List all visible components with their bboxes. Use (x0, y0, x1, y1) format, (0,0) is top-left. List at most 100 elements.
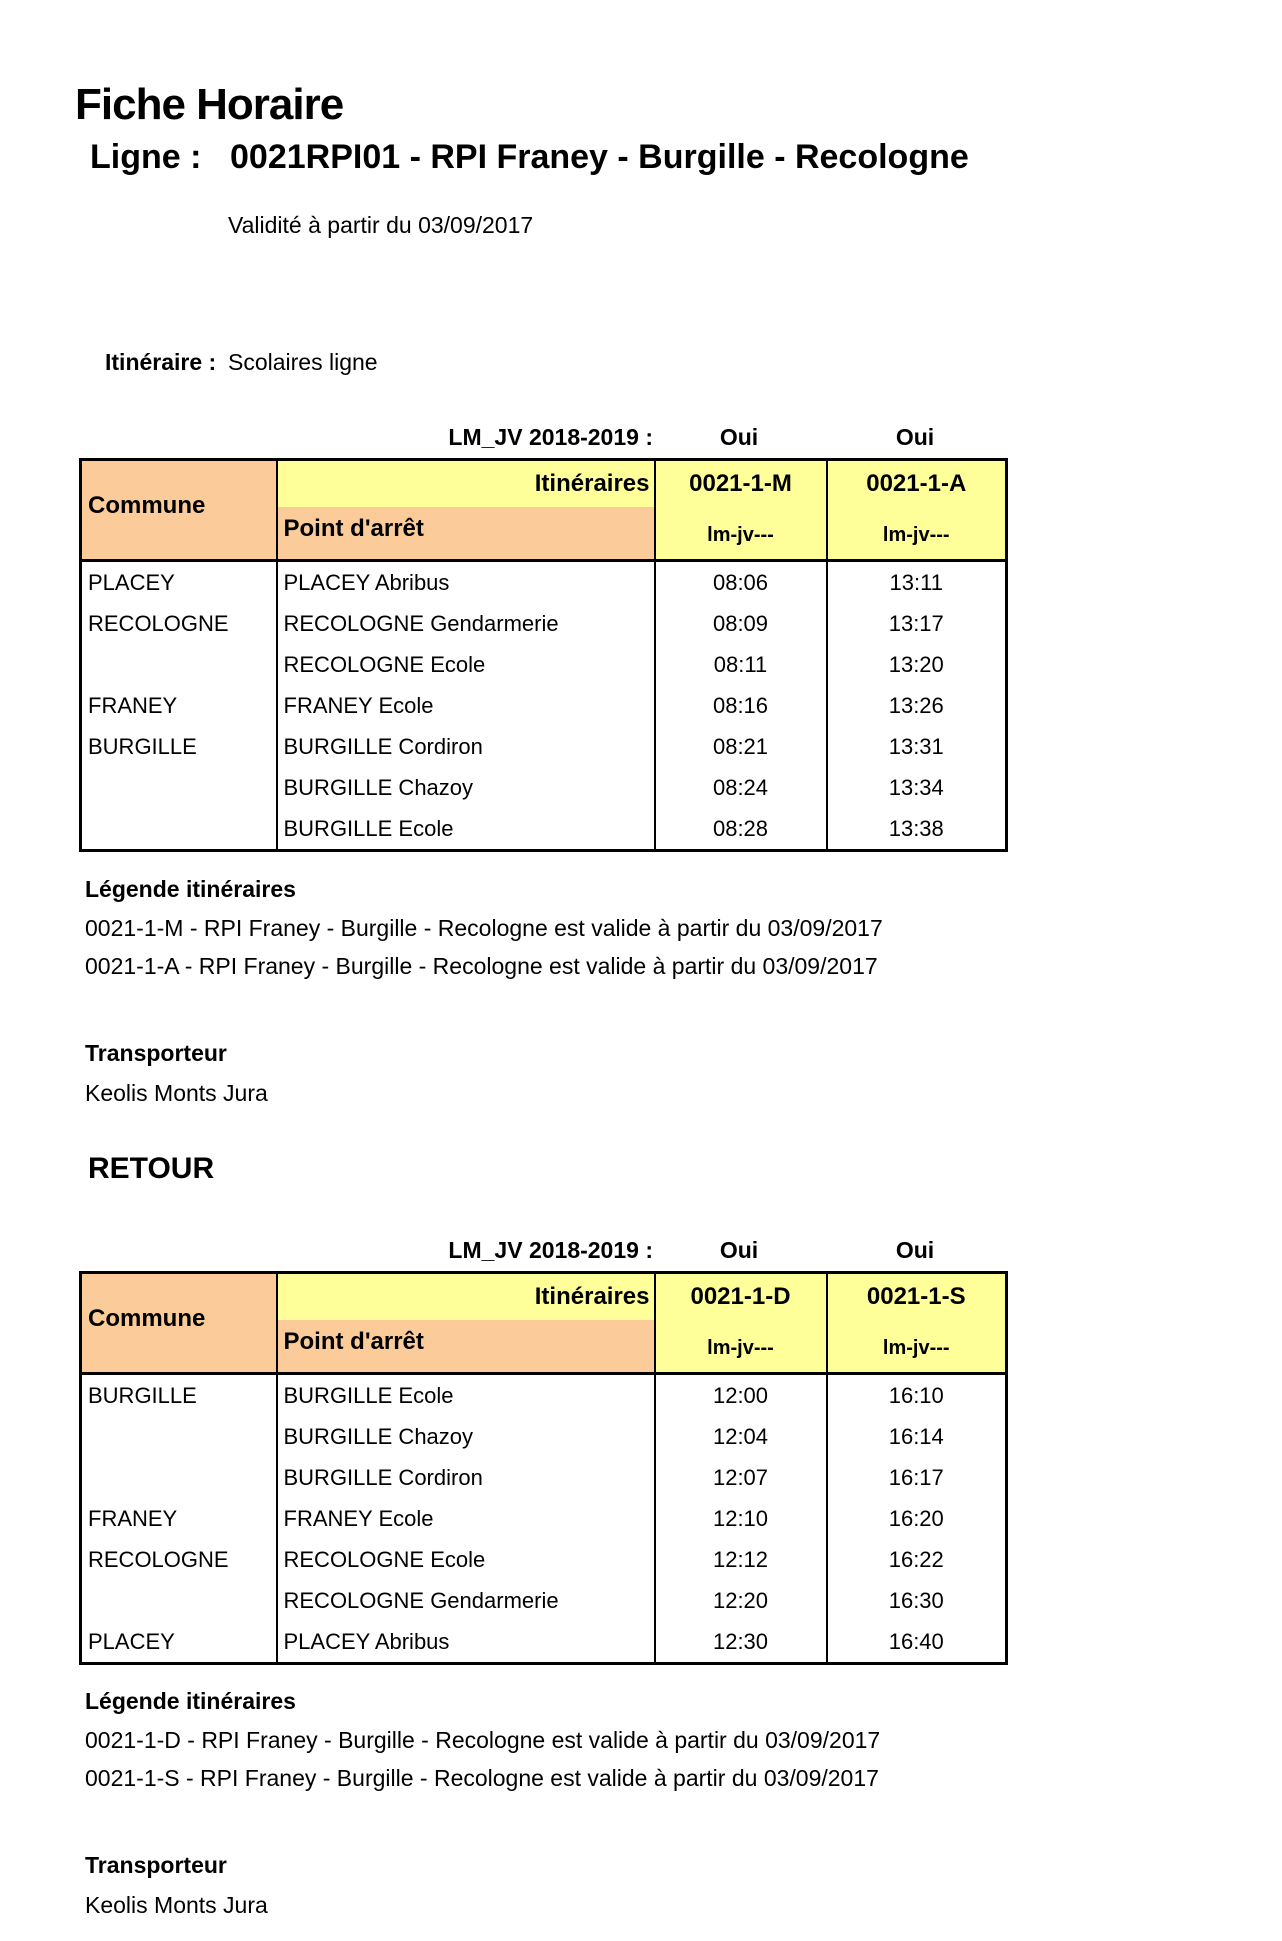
time-cell: 08:16 (653, 685, 827, 726)
timetable-row: FRANEY FRANEY Ecole 08:16 13:26 (81, 685, 1007, 726)
time-cell: 12:30 (653, 1621, 827, 1664)
stop-cell: RECOLOGNE Gendarmerie (275, 603, 655, 644)
time-cell: 12:12 (653, 1539, 827, 1580)
stop-cell: PLACEY Abribus (275, 560, 655, 603)
legend-line: 0021-1-M - RPI Franey - Burgille - Recol… (85, 915, 883, 941)
time-cell: 16:20 (825, 1498, 1007, 1539)
timetable-row: PLACEY PLACEY Abribus 12:30 16:40 (81, 1621, 1007, 1664)
commune-cell (81, 1457, 277, 1498)
commune-header-cell: Commune (80, 1272, 277, 1375)
commune-cell: FRANEY (88, 692, 178, 718)
commune-cell: PLACEY (88, 569, 175, 595)
time-cell: 12:04 (653, 1416, 827, 1457)
header-row-stops: Point d'arrêt lm-jv--- lm-jv--- (81, 507, 1007, 562)
itinerary-value: Scolaires ligne (228, 349, 378, 375)
time-cell: 13:17 (825, 603, 1007, 644)
time-cell: 12:20 (653, 1580, 827, 1621)
page-title: Fiche Horaire (75, 80, 344, 129)
commune-cell: RECOLOGNE (88, 610, 229, 636)
line-row: Ligne : 0021RPI01 - RPI Franey - Burgille… (90, 138, 969, 177)
timetable-row: BURGILLE Cordiron 12:07 16:17 (81, 1457, 1007, 1498)
stop-cell: RECOLOGNE Ecole (275, 644, 655, 685)
timetable-row: BURGILLE Chazoy 12:04 16:14 (81, 1416, 1007, 1457)
route-code-cell: 0021-1-S (825, 1272, 1007, 1320)
legend-heading: Légende itinéraires (85, 876, 296, 902)
itinerary-row: Itinéraire : Scolaires ligne (105, 349, 378, 376)
stop-cell: BURGILLE Ecole (275, 1373, 655, 1416)
stop-cell: BURGILLE Chazoy (275, 767, 655, 808)
retour-section-heading: RETOUR (88, 1152, 215, 1185)
time-cell: 16:40 (825, 1621, 1007, 1664)
header-row-itineraires: Commune Itinéraires 0021-1-D 0021-1-S (80, 1272, 1007, 1375)
stop-cell: BURGILLE Chazoy (275, 1416, 655, 1457)
time-cell: 16:30 (825, 1580, 1007, 1621)
stop-cell: RECOLOGNE Gendarmerie (275, 1580, 655, 1621)
route-code-cell: 0021-1-M (653, 459, 827, 507)
day-pattern-cell: lm-jv--- (653, 507, 827, 562)
time-cell: 13:34 (825, 767, 1007, 808)
header-row-itineraires: Commune Itinéraires 0021-1-M 0021-1-A (80, 459, 1007, 562)
stop-cell: BURGILLE Cordiron (275, 1457, 655, 1498)
line-value: 0021RPI01 - RPI Franey - Burgille - Reco… (230, 138, 969, 176)
timetable-retour: Commune Itinéraires 0021-1-D 0021-1-S Po… (79, 1271, 1008, 1665)
timetable-row: BURGILLE Ecole 08:28 13:38 (81, 808, 1007, 851)
line-label: Ligne : (90, 138, 202, 176)
stop-cell: FRANEY Ecole (275, 1498, 655, 1539)
route-code-cell: 0021-1-D (653, 1272, 827, 1320)
time-cell: 08:11 (653, 644, 827, 685)
time-cell: 12:00 (653, 1373, 827, 1416)
commune-cell: BURGILLE (88, 733, 197, 759)
timetable-row: RECOLOGNE RECOLOGNE Ecole 12:12 16:22 (81, 1539, 1007, 1580)
day-pattern-cell: lm-jv--- (653, 1320, 827, 1375)
commune-cell (81, 1580, 277, 1621)
time-cell: 16:14 (825, 1416, 1007, 1457)
time-cell: 13:31 (825, 726, 1007, 767)
commune-cell (81, 808, 277, 851)
stop-header-cell: Point d'arrêt (275, 507, 655, 562)
legend-line: 0021-1-S - RPI Franey - Burgille - Recol… (85, 1765, 879, 1791)
calendar-flag: Oui (895, 424, 935, 450)
commune-cell (81, 644, 277, 685)
stop-header-cell: Point d'arrêt (275, 1320, 655, 1375)
time-cell: 08:24 (653, 767, 827, 808)
timetable-row: RECOLOGNE Gendarmerie 12:20 16:30 (81, 1580, 1007, 1621)
carrier-heading: Transporteur (85, 1040, 227, 1066)
time-cell: 12:10 (653, 1498, 827, 1539)
carrier-heading: Transporteur (85, 1852, 227, 1878)
commune-cell: BURGILLE (88, 1382, 197, 1408)
timetable-aller: Commune Itinéraires 0021-1-M 0021-1-A Po… (79, 458, 1008, 852)
commune-cell: FRANEY (88, 1505, 178, 1531)
validity-note: Validité à partir du 03/09/2017 (228, 212, 534, 238)
time-cell: 16:10 (825, 1373, 1007, 1416)
itineraires-header-cell: Itinéraires (275, 1272, 655, 1320)
stop-cell: FRANEY Ecole (275, 685, 655, 726)
calendar-label: LM_JV 2018-2019 : (448, 424, 653, 450)
commune-cell: RECOLOGNE (88, 1546, 229, 1572)
time-cell: 16:17 (825, 1457, 1007, 1498)
timetable-row: PLACEY PLACEY Abribus 08:06 13:11 (81, 560, 1007, 603)
stop-cell: RECOLOGNE Ecole (275, 1539, 655, 1580)
commune-cell: PLACEY (88, 1628, 175, 1654)
route-code-cell: 0021-1-A (825, 459, 1007, 507)
timetable-row: BURGILLE Chazoy 08:24 13:34 (81, 767, 1007, 808)
commune-cell (81, 767, 277, 808)
time-cell: 08:06 (653, 560, 827, 603)
calendar-flag: Oui (895, 1237, 935, 1263)
time-cell: 16:22 (825, 1539, 1007, 1580)
carrier-name: Keolis Monts Jura (85, 1080, 268, 1106)
timetable-row: RECOLOGNE Ecole 08:11 13:20 (81, 644, 1007, 685)
header-row-stops: Point d'arrêt lm-jv--- lm-jv--- (81, 1320, 1007, 1375)
calendar-flag: Oui (719, 1237, 759, 1263)
legend-line: 0021-1-A - RPI Franey - Burgille - Recol… (85, 953, 878, 979)
stop-cell: BURGILLE Ecole (275, 808, 655, 851)
legend-line: 0021-1-D - RPI Franey - Burgille - Recol… (85, 1727, 881, 1753)
commune-cell (81, 1416, 277, 1457)
time-cell: 08:28 (653, 808, 827, 851)
calendar-row-retour: LM_JV 2018-2019 : Oui Oui (79, 1237, 1005, 1264)
calendar-row-aller: LM_JV 2018-2019 : Oui Oui (79, 424, 1005, 451)
timetable-row: BURGILLE BURGILLE Cordiron 08:21 13:31 (81, 726, 1007, 767)
time-cell: 13:26 (825, 685, 1007, 726)
carrier-name: Keolis Monts Jura (85, 1892, 268, 1918)
timetable-row: FRANEY FRANEY Ecole 12:10 16:20 (81, 1498, 1007, 1539)
